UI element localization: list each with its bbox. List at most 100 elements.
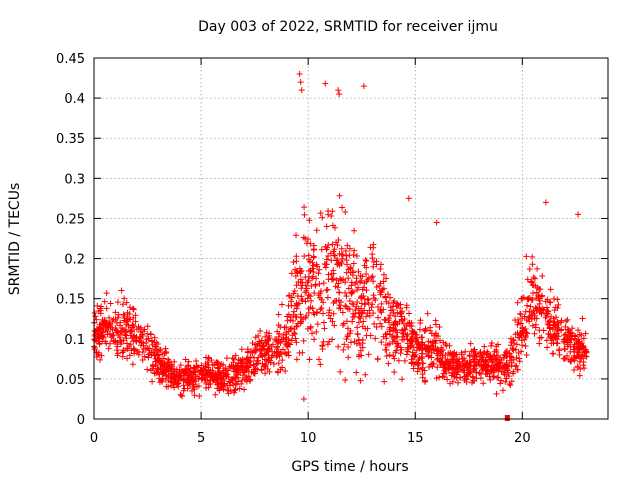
data-point [399,326,406,333]
data-point [303,312,310,319]
data-point [450,353,457,360]
data-point [239,366,246,373]
data-point [216,387,223,394]
data-point [329,318,336,325]
y-tick-label: 0.15 [56,293,85,308]
data-point [355,268,362,275]
data-point [499,387,506,394]
data-point [408,327,415,334]
data-point [159,378,166,385]
data-point [346,245,353,252]
data-point [547,286,554,293]
data-point [127,341,134,348]
data-point [373,283,380,290]
data-point [486,354,493,361]
data-point [211,362,218,369]
data-point [387,294,394,301]
data-point [130,314,137,321]
data-point [370,310,377,317]
data-point [496,364,503,371]
data-point [315,292,322,299]
x-tick-label: 20 [514,431,531,446]
data-point [522,334,529,341]
data-point [440,370,447,377]
data-point [198,375,205,382]
data-point [456,363,463,370]
data-point [483,350,490,357]
data-point [418,355,425,362]
data-point [324,341,331,348]
data-point [138,339,145,346]
data-point [545,321,552,328]
data-point [340,320,347,327]
data-point [286,292,293,299]
data-point [261,356,268,363]
data-point [374,303,381,310]
data-point [119,349,126,356]
data-point [236,385,243,392]
data-point [282,368,289,375]
data-point [471,377,478,384]
data-point [221,380,228,387]
data-point [112,309,119,316]
data-point [182,356,189,363]
data-point [181,385,188,392]
data-point [130,306,137,313]
data-point [466,359,473,366]
data-point [297,311,304,318]
data-point [424,310,431,317]
data-point [101,321,108,328]
data-point [285,341,292,348]
data-point [344,331,351,338]
data-point [367,332,374,339]
data-point [524,296,531,303]
data-point [410,365,417,372]
data-point [335,236,342,243]
data-point [487,376,494,383]
data-point [94,302,101,309]
x-axis-label: GPS time / hours [291,459,408,475]
data-point [522,342,529,349]
data-point [261,345,268,352]
data-point [144,366,151,373]
data-point [443,342,450,349]
data-point [378,323,385,330]
data-point [301,211,308,218]
data-point [354,330,361,337]
data-point [360,83,367,90]
data-point [315,270,322,277]
data-point [326,307,333,314]
data-point [575,211,582,218]
data-point [543,304,550,311]
data-point [432,321,439,328]
grid [94,58,608,419]
data-point [366,307,373,314]
data-point [161,350,168,357]
data-point [339,251,346,258]
data-point [293,253,300,260]
data-point [473,369,480,376]
data-point [473,353,480,360]
data-point [345,275,352,282]
data-point [385,291,392,298]
data-point [495,360,502,367]
data-point [100,322,107,329]
data-point [373,258,380,265]
data-point [108,334,115,341]
data-point [275,311,282,318]
data-point [531,275,538,282]
data-point [359,273,366,280]
data-point [480,362,487,369]
data-point [478,370,485,377]
data-point [392,349,399,356]
data-point [365,351,372,358]
data-point [403,333,410,340]
data-point [130,322,137,329]
data-point [91,344,98,351]
data-point [234,362,241,369]
data-point [546,324,553,331]
data-point [297,79,304,86]
data-point [406,310,413,317]
data-point [412,351,419,358]
data-point [328,212,335,219]
